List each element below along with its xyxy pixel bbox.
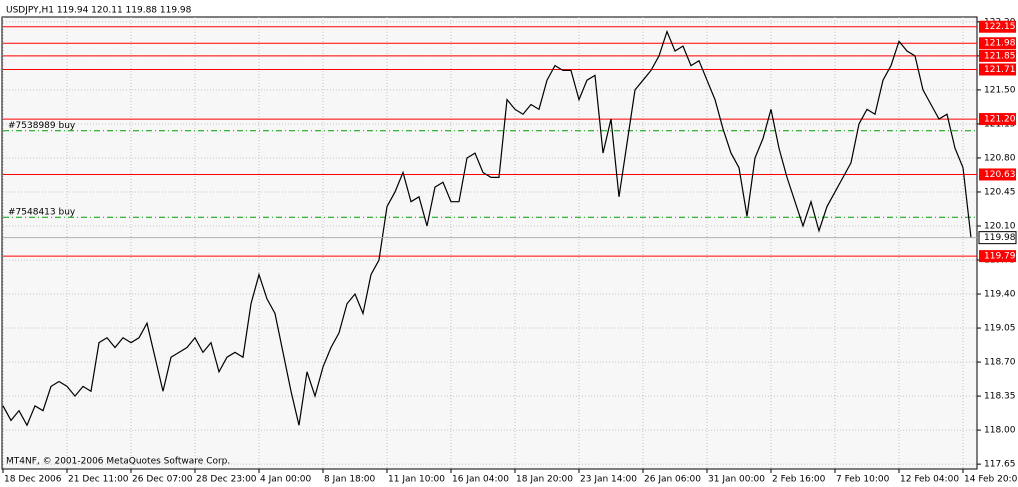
x-tick-label: 8 Jan 18:00	[324, 475, 376, 485]
y-tick-label: 120.10	[984, 221, 1016, 231]
chart-title: USDJPY,H1 119.94 120.11 119.88 119.98	[6, 6, 192, 16]
y-tick-label: 118.00	[984, 426, 1016, 436]
x-tick-label: 31 Jan 00:00	[708, 475, 765, 485]
order-label: #7548413 buy	[8, 208, 76, 218]
x-tick-label: 23 Jan 14:00	[580, 475, 637, 485]
x-tick-label: 21 Dec 11:00	[68, 475, 129, 485]
y-tick-label: 121.50	[984, 85, 1016, 95]
level-label: 122.15	[984, 22, 1016, 32]
price-line	[2, 29, 972, 427]
current-price-label: 119.98	[984, 233, 1016, 243]
x-tick-label: 18 Dec 2006	[4, 475, 62, 485]
level-label: 121.20	[984, 115, 1016, 125]
footer: MT4NF, © 2001-2006 MetaQuotes Software C…	[6, 457, 230, 467]
y-tick-label: 119.05	[984, 324, 1016, 334]
level-label: 120.63	[984, 170, 1016, 180]
x-tick-label: 26 Jan 06:00	[644, 475, 701, 485]
marks	[2, 26, 977, 427]
grid	[2, 17, 977, 469]
x-tick-label: 12 Feb 04:00	[900, 475, 959, 485]
order-label: #7538989 buy	[8, 121, 76, 131]
y-tick-label: 118.35	[984, 392, 1016, 402]
level-tag	[979, 113, 1016, 126]
y-tick-label: 117.65	[984, 460, 1016, 470]
level-label: 121.85	[984, 51, 1016, 61]
x-tick-label: 28 Dec 23:00	[196, 475, 257, 485]
current-price-tag	[978, 231, 1017, 245]
y-tick-label: 120.45	[984, 187, 1016, 197]
x-tick-label: 26 Dec 07:00	[132, 475, 193, 485]
level-tag	[979, 250, 1016, 263]
level-label: 119.79	[984, 252, 1016, 262]
level-tag	[979, 20, 1016, 33]
x-tick-label: 18 Jan 20:00	[516, 475, 573, 485]
x-tick-label: 4 Jan 00:00	[260, 475, 312, 485]
x-tick-label: 7 Feb 10:00	[836, 475, 890, 485]
x-tick-label: 11 Jan 10:00	[388, 475, 445, 485]
y-tick-label: 120.80	[984, 153, 1016, 163]
level-tag	[979, 37, 1016, 50]
x-tick-label: 2 Feb 16:00	[772, 475, 826, 485]
level-tag	[979, 49, 1016, 62]
plot-area	[1, 16, 978, 470]
y-tick-label: 119.40	[984, 290, 1016, 300]
y-tick-label: 118.70	[984, 358, 1016, 368]
level-label: 121.71	[984, 65, 1016, 75]
level-tag	[979, 63, 1016, 76]
x-tick-label: 14 Feb 20:00	[964, 475, 1018, 485]
level-tag	[979, 168, 1016, 181]
x-tick-label: 16 Jan 04:00	[452, 475, 509, 485]
level-label: 121.98	[984, 39, 1016, 49]
